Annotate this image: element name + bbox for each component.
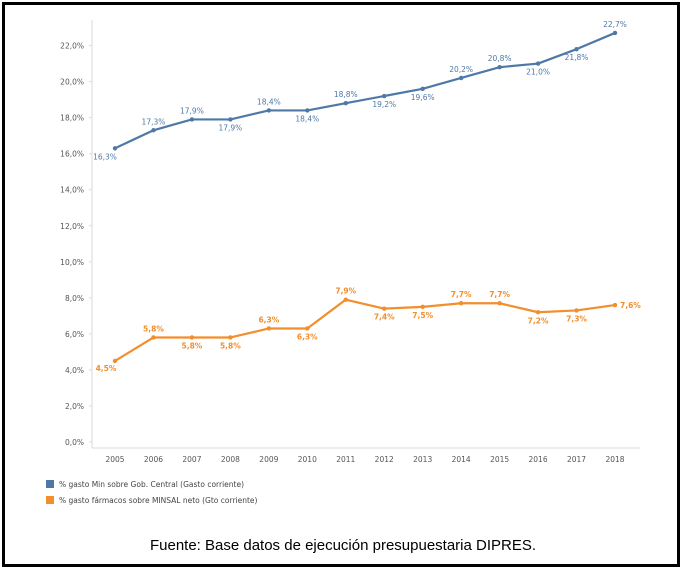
data-label: 5,8% [220,341,241,350]
data-point [305,326,310,331]
chart-legend: % gasto Min sobre Gob. Central (Gasto co… [46,477,257,509]
data-label: 7,7% [451,290,472,299]
x-tick-label: 2014 [452,455,471,464]
data-point [574,46,579,52]
y-tick-label: 18,0% [60,114,84,123]
data-point [228,117,233,122]
data-point [612,30,618,36]
data-label: 17,3% [142,117,166,126]
data-label: 18,8% [334,90,358,99]
data-label: 5,8% [182,341,203,350]
data-label: 7,6% [620,301,641,310]
y-tick-label: 14,0% [60,186,84,195]
data-point [189,117,195,122]
x-tick-label: 2012 [375,455,394,464]
data-label: 21,0% [526,68,550,77]
series-line-2 [114,298,616,362]
legend-swatch-series-2 [46,496,54,504]
data-point [535,310,541,315]
data-point [343,101,348,106]
data-point [266,108,272,113]
data-label: 7,7% [489,290,510,299]
x-tick-label: 2011 [336,455,355,464]
data-point [151,128,156,133]
data-label: 19,2% [372,100,396,109]
data-point [458,301,464,306]
y-tick-label: 4,0% [65,366,84,375]
x-tick-label: 2013 [413,455,432,464]
data-point [151,335,156,340]
data-point [343,297,348,302]
legend-item-series-1: % gasto Min sobre Gob. Central (Gasto co… [46,477,257,491]
data-label: 16,3% [93,152,117,161]
data-label: 18,4% [257,97,281,106]
y-tick-label: 12,0% [60,222,84,231]
x-tick-label: 2017 [567,455,586,464]
data-label: 5,8% [143,324,164,333]
data-label: 7,9% [335,287,356,296]
data-label: 17,9% [180,106,204,115]
x-tick-label: 2008 [221,455,240,464]
figure-caption: Fuente: Base datos de ejecución presupue… [149,537,537,554]
data-point [535,61,541,66]
data-label: 22,7% [603,20,627,29]
data-label: 20,2% [449,65,473,74]
x-tick-label: 2016 [529,455,548,464]
data-point [189,335,195,340]
data-point [305,108,310,113]
figure-frame [2,2,680,567]
legend-label-series-1: % gasto Min sobre Gob. Central (Gasto co… [59,479,245,489]
data-label: 7,2% [528,316,549,325]
data-point [420,86,425,92]
data-label: 20,8% [488,54,512,63]
data-label: 19,6% [411,93,435,102]
y-tick-label: 8,0% [65,294,84,303]
data-point [420,304,425,310]
data-point [382,93,387,99]
data-label: 6,3% [297,332,318,341]
data-label: 17,9% [218,123,242,132]
data-point [266,326,272,331]
legend-swatch-series-1 [46,480,54,488]
y-tick-label: 10,0% [60,258,84,267]
legend-label-series-2: % gasto fármacos sobre MINSAL neto (Gto … [59,495,258,505]
data-label: 4,5% [96,364,117,373]
legend-item-series-2: % gasto fármacos sobre MINSAL neto (Gto … [46,493,257,507]
data-point [112,146,118,151]
y-tick-label: 0,0% [65,438,84,447]
data-point [497,301,502,306]
data-point [382,306,387,311]
data-point [574,308,579,313]
data-point [497,64,502,70]
data-label: 6,3% [258,315,279,324]
data-label: 7,3% [566,314,587,323]
x-tick-label: 2010 [298,455,317,464]
x-tick-label: 2005 [105,455,124,464]
y-tick-label: 20,0% [60,78,84,87]
y-tick-label: 16,0% [60,150,84,159]
x-tick-label: 2015 [490,455,509,464]
data-label: 7,5% [412,311,433,320]
data-point [112,358,118,364]
x-tick-label: 2018 [605,455,624,464]
data-point [228,335,233,340]
x-tick-label: 2006 [144,455,163,464]
x-tick-label: 2009 [259,455,278,464]
series-line-1 [114,31,616,150]
x-tick-label: 2007 [182,455,201,464]
data-label: 7,4% [374,313,395,322]
y-tick-label: 2,0% [65,402,84,411]
y-tick-label: 6,0% [65,330,84,339]
y-tick-label: 22,0% [60,42,84,51]
data-label: 21,8% [565,53,589,62]
data-point [612,302,618,308]
data-label: 18,4% [295,114,319,123]
data-point [458,75,464,81]
